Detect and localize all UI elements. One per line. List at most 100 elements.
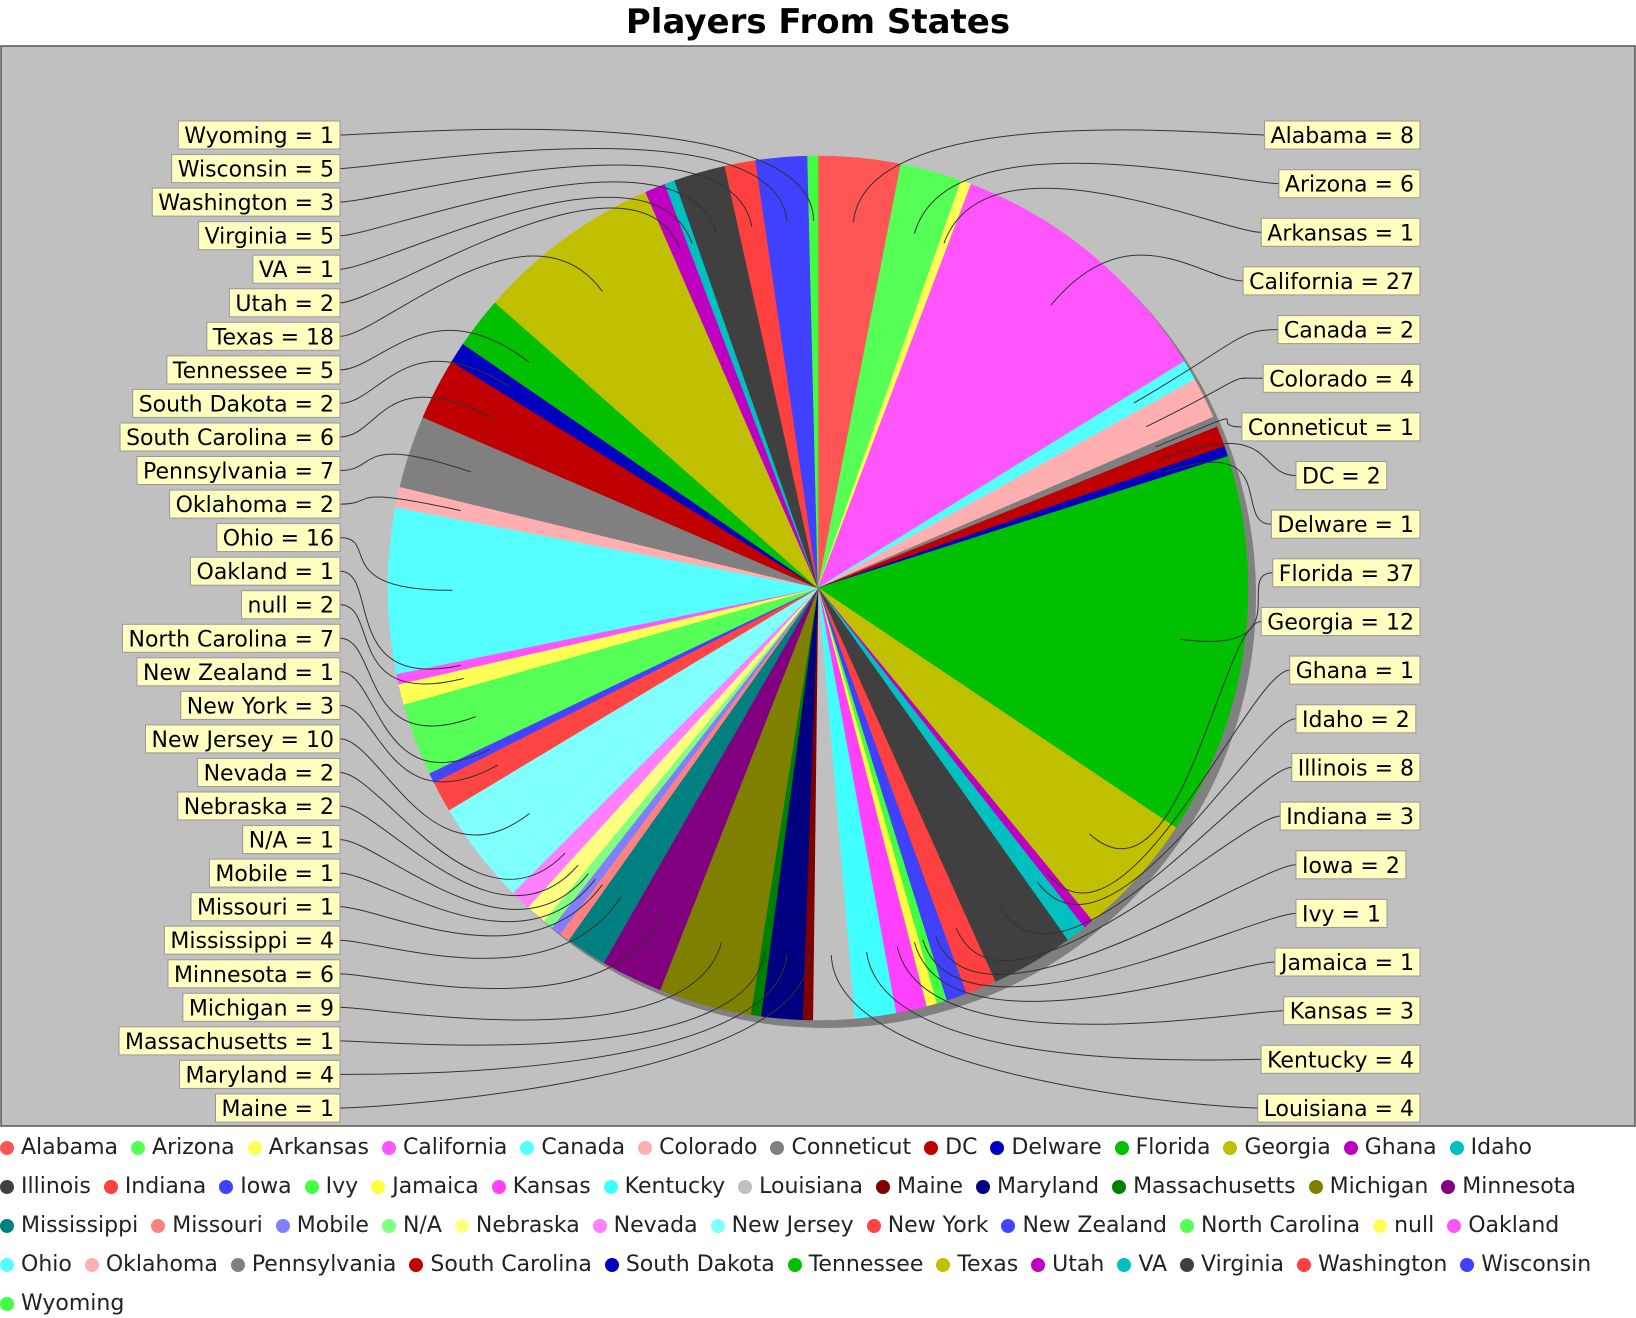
slice-label-box	[206, 321, 341, 351]
legend-label: Canada	[541, 1135, 626, 1160]
legend-label: Oakland	[1468, 1213, 1560, 1238]
slice-label-box	[177, 791, 341, 821]
slice-label-box	[1260, 1044, 1421, 1074]
leader-line-alabama	[852, 129, 1265, 223]
slice-label-box	[136, 456, 341, 485]
legend-swatch	[1449, 1141, 1464, 1155]
legend-swatch	[1373, 1219, 1388, 1233]
legend-label: Texas	[957, 1252, 1019, 1277]
slice-label-missouri: Missouri = 1	[190, 892, 341, 922]
svg-text:Utah = 2: Utah = 2	[235, 292, 334, 317]
slice-label-box	[119, 422, 341, 452]
slice-label-box	[198, 221, 341, 251]
legend-item-mobile: Mobile	[275, 1212, 369, 1240]
slice-label-box	[252, 254, 341, 284]
legend-swatch	[0, 1219, 14, 1233]
svg-text:Mississippi = 4: Mississippi = 4	[170, 929, 334, 954]
slice-label-south-dakota: South Dakota = 2	[132, 388, 341, 418]
slice-label-minnesota: Minnesota = 6	[167, 959, 341, 989]
svg-text:Washington = 3: Washington = 3	[158, 191, 334, 216]
slice-label-new-york: New York = 3	[180, 690, 341, 720]
legend-item-south-carolina: South Carolina	[409, 1251, 592, 1279]
leader-line-maine	[339, 955, 810, 1109]
legend-item-kentucky: Kentucky	[603, 1173, 725, 1201]
legend-label: Arizona	[152, 1135, 235, 1160]
legend-label: South Carolina	[430, 1252, 592, 1277]
legend-label: Kansas	[512, 1174, 591, 1199]
slice-label-new-zealand: New Zealand = 1	[136, 657, 341, 687]
leader-line-oklahoma	[339, 496, 461, 512]
legend-swatch	[151, 1219, 166, 1233]
svg-text:Florida = 37: Florida = 37	[1279, 562, 1414, 587]
legend-label: Maine	[896, 1174, 964, 1199]
legend-item-delware: Delware	[990, 1134, 1102, 1162]
svg-text:null = 2: null = 2	[248, 594, 335, 619]
legend-item-illinois: Illinois	[0, 1173, 91, 1201]
legend-item-idaho: Idaho	[1449, 1134, 1532, 1162]
leader-line-jamaica	[913, 942, 1276, 1002]
legend-swatch	[738, 1180, 753, 1194]
svg-text:Oakland = 1: Oakland = 1	[197, 560, 334, 585]
legend-item-new-zealand: New Zealand	[1001, 1212, 1167, 1240]
legend-item-oklahoma: Oklahoma	[84, 1251, 218, 1279]
slice-label-california: California = 27	[1242, 266, 1421, 296]
svg-text:Jamaica = 1: Jamaica = 1	[1279, 951, 1414, 976]
legend-item-jamaica: Jamaica	[371, 1173, 479, 1201]
legend-item-north-carolina: North Carolina	[1180, 1212, 1360, 1240]
legend-swatch	[275, 1219, 290, 1233]
legend-item-florida: Florida	[1114, 1134, 1210, 1162]
pie-slice-california	[817, 183, 1185, 589]
leader-line-colorado	[1146, 377, 1264, 428]
legend-swatch	[0, 1141, 14, 1155]
legend-swatch	[638, 1141, 653, 1155]
svg-text:California = 27: California = 27	[1249, 270, 1414, 295]
legend-swatch	[491, 1180, 506, 1194]
svg-text:Delware = 1: Delware = 1	[1277, 513, 1414, 538]
slice-label-ghana: Ghana = 1	[1289, 655, 1421, 685]
legend-label: Arkansas	[268, 1135, 369, 1160]
legend-item-colorado: Colorado	[638, 1134, 757, 1162]
slice-label-box	[132, 388, 341, 418]
slice-label-box	[1264, 120, 1421, 150]
slice-label-box	[1260, 217, 1421, 247]
leader-line-ohio	[339, 537, 453, 591]
svg-text:Pennsylvania = 7: Pennsylvania = 7	[143, 460, 334, 485]
legend-label: New York	[887, 1213, 989, 1238]
leader-line-wisconsin	[339, 148, 788, 223]
legend-item-alabama: Alabama	[0, 1134, 118, 1162]
svg-text:New Zealand = 1: New Zealand = 1	[143, 661, 334, 686]
legend-swatch	[1112, 1180, 1127, 1194]
legend-item-n-a: N/A	[381, 1212, 442, 1240]
legend-label: New Zealand	[1022, 1213, 1168, 1238]
slice-label-pennsylvania: Pennsylvania = 7	[136, 456, 341, 485]
legend-swatch	[976, 1180, 991, 1194]
slice-label-box	[1242, 266, 1421, 296]
pie-slices	[387, 155, 1249, 1021]
svg-text:Texas = 18: Texas = 18	[212, 325, 334, 350]
svg-text:Oklahoma = 2: Oklahoma = 2	[176, 493, 334, 518]
svg-text:Wisconsin = 5: Wisconsin = 5	[178, 158, 334, 183]
slice-label-nevada: Nevada = 2	[197, 758, 341, 787]
svg-text:Indiana = 3: Indiana = 3	[1286, 805, 1414, 830]
svg-text:Ivy = 1: Ivy = 1	[1302, 902, 1381, 927]
legend-swatch	[1441, 1180, 1456, 1194]
leader-line-idaho	[1036, 718, 1297, 905]
legend-item-tennessee: Tennessee	[787, 1251, 923, 1279]
leader-line-new-york	[339, 704, 499, 783]
leader-line-washington	[339, 164, 753, 227]
legend-swatch	[381, 1141, 396, 1155]
svg-text:Canada = 2: Canada = 2	[1284, 319, 1414, 344]
legend-label: Indiana	[124, 1174, 207, 1199]
legend-item-california: California	[381, 1134, 507, 1162]
leader-line-kansas	[896, 946, 1284, 1025]
legend-swatch	[1117, 1258, 1132, 1272]
slice-label-kentucky: Kentucky = 4	[1260, 1044, 1421, 1074]
leader-line-michigan	[339, 942, 723, 1021]
legend-label: Colorado	[659, 1135, 758, 1160]
slice-label-box	[1257, 1093, 1421, 1123]
leader-line-ghana	[1047, 669, 1290, 894]
slice-label-wisconsin: Wisconsin = 5	[171, 154, 341, 184]
legend-item-nebraska: Nebraska	[454, 1212, 580, 1240]
legend-label: Missouri	[172, 1213, 263, 1238]
slice-label-box	[1295, 704, 1417, 734]
